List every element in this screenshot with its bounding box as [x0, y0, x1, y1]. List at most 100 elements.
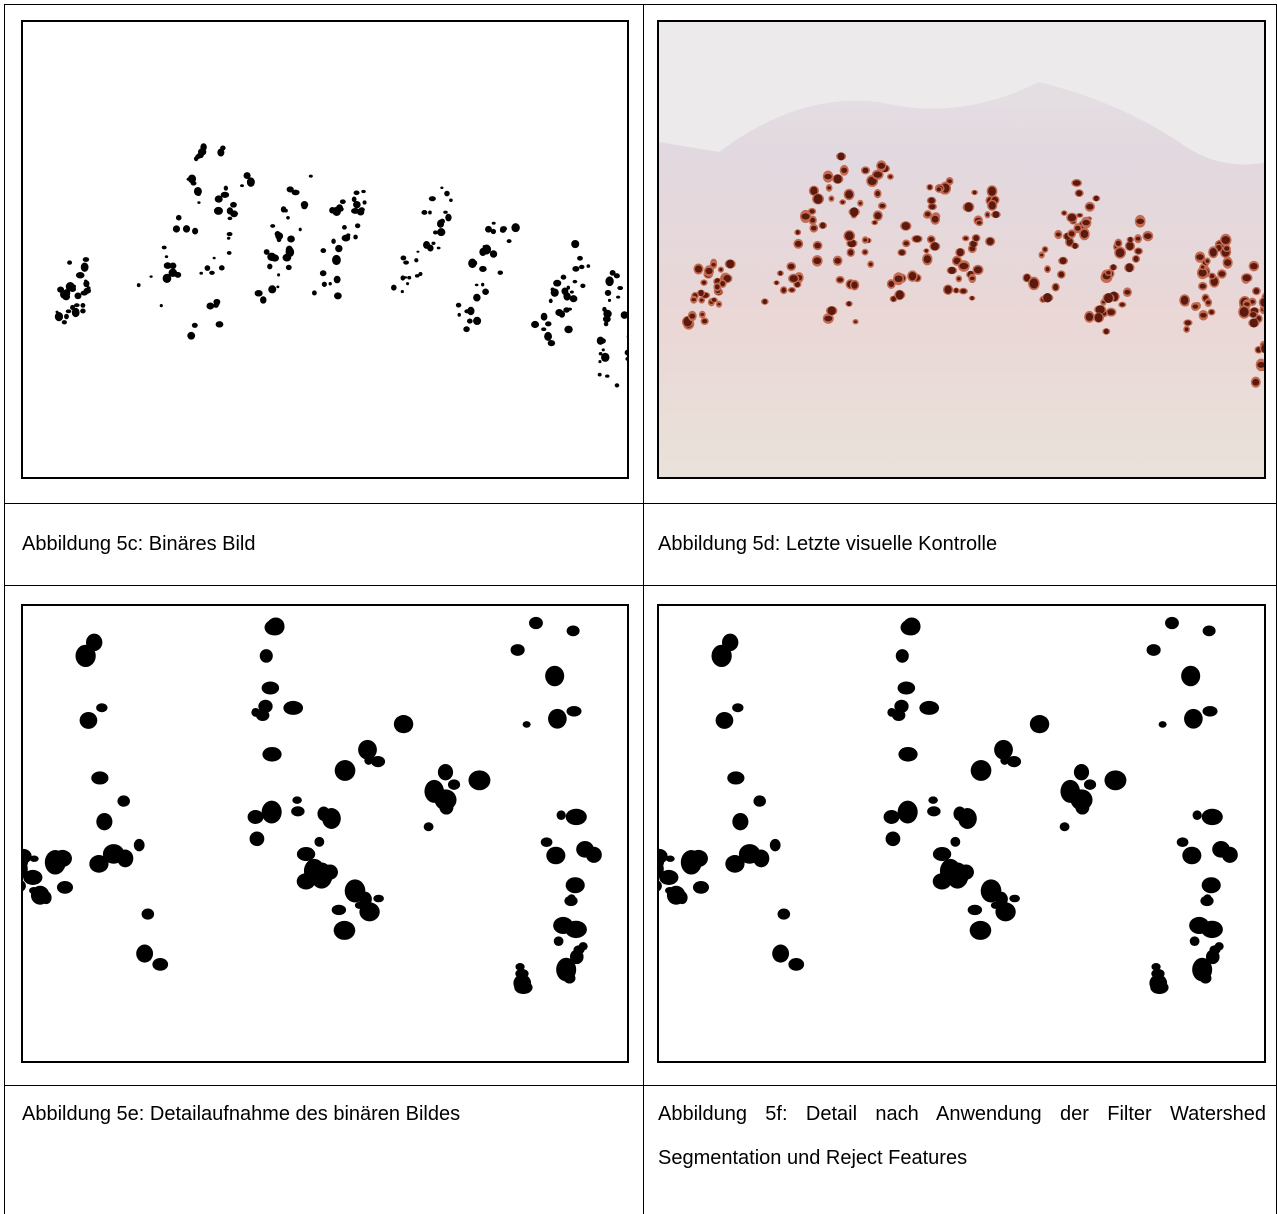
- cell-blob: [490, 228, 497, 235]
- cell-blob: [61, 320, 67, 325]
- binary-detail-image: [21, 604, 629, 1063]
- cell-blob: [565, 808, 587, 826]
- cell-blob: [56, 881, 74, 894]
- cell-blob: [603, 321, 609, 327]
- cell-blob: [1029, 278, 1039, 289]
- cell-blob: [55, 310, 59, 314]
- cell-blob: [373, 894, 384, 903]
- cell-blob: [1135, 248, 1142, 254]
- cell-blob: [513, 227, 518, 231]
- cell-blob: [580, 283, 586, 289]
- cell-blob: [994, 739, 1013, 760]
- cell-blob: [168, 268, 178, 277]
- cell-blob: [1221, 236, 1230, 245]
- cell-blob: [895, 290, 904, 300]
- cell-blob: [416, 250, 420, 253]
- cell-blob: [810, 186, 818, 195]
- cell-blob: [1086, 203, 1094, 210]
- cell-blob: [540, 312, 548, 321]
- cell-blob: [161, 245, 167, 250]
- cell-blob: [353, 200, 361, 209]
- cell-blob: [924, 248, 929, 253]
- cell-blob: [515, 963, 525, 971]
- cell-blob: [596, 336, 605, 345]
- cell-blob: [1067, 213, 1077, 222]
- cell-blob: [193, 156, 199, 162]
- cell-blob: [200, 143, 207, 151]
- cell-blob: [1072, 180, 1081, 186]
- cell-blob: [721, 633, 739, 652]
- cell-blob: [186, 177, 191, 181]
- cell-blob: [500, 226, 508, 232]
- cell-blob: [191, 322, 198, 328]
- cell-blob: [529, 616, 543, 630]
- cell-blob: [665, 886, 675, 895]
- cell-blob: [23, 853, 29, 870]
- cell-blob: [447, 779, 461, 790]
- cell-blob: [351, 207, 360, 214]
- caption: Abbildung 5e: Detailaufnahme des binären…: [22, 1103, 461, 1125]
- cell-blob: [988, 201, 996, 210]
- cell-blob: [1082, 219, 1090, 226]
- cell-blob: [464, 309, 471, 314]
- cell-blob: [84, 279, 88, 282]
- cell-blob: [400, 289, 404, 294]
- cell-blob: [29, 886, 39, 895]
- cell-blob: [1119, 302, 1125, 307]
- cell-blob: [1180, 295, 1189, 305]
- cell-blob: [434, 789, 457, 811]
- cell-blob: [972, 190, 977, 195]
- cell-blob: [1203, 894, 1212, 904]
- cell-blob: [814, 242, 821, 249]
- cell-blob: [199, 271, 204, 275]
- cell-blob: [226, 207, 234, 215]
- cell-blob: [1158, 721, 1167, 728]
- cell-blob: [321, 281, 327, 287]
- cell-blob: [149, 275, 153, 278]
- cell-blob: [711, 298, 717, 302]
- cell-blob: [1201, 808, 1223, 826]
- cell-blob: [1066, 238, 1073, 246]
- cell-blob: [1124, 289, 1131, 295]
- cell-blob: [659, 880, 662, 892]
- cell-blob: [810, 225, 817, 231]
- cell-blob: [601, 352, 610, 362]
- cell-blob: [215, 321, 224, 328]
- cell-blob: [391, 284, 397, 291]
- cell-blob: [891, 296, 896, 302]
- cell-blob: [958, 864, 974, 880]
- cell-blob: [973, 235, 979, 242]
- cell-blob: [80, 303, 86, 308]
- cell-blob: [957, 277, 961, 281]
- cell-blob: [953, 257, 961, 265]
- cell-blob: [287, 235, 295, 243]
- cell-blob: [262, 747, 282, 762]
- cell-blob: [437, 763, 454, 781]
- cell-blob: [844, 231, 854, 241]
- cell-blob: [794, 281, 800, 288]
- cell-blob: [261, 681, 280, 695]
- cell-blob: [291, 189, 300, 196]
- cell-blob: [616, 295, 621, 299]
- cell-blob: [65, 309, 72, 314]
- cell-blob: [1184, 327, 1189, 332]
- cell-blob: [556, 957, 577, 982]
- cell-blob: [577, 255, 583, 261]
- cell-blob: [482, 244, 492, 255]
- cell-blob: [497, 270, 504, 275]
- cell-blob: [60, 290, 68, 299]
- cell-blob: [692, 881, 710, 894]
- cell-blob: [834, 257, 841, 264]
- cell-blob: [1062, 211, 1066, 215]
- cell-blob: [597, 372, 602, 377]
- cell-blob: [1055, 232, 1061, 237]
- cell-blob: [1146, 644, 1161, 656]
- cell-blob: [883, 809, 900, 824]
- cell-blob: [820, 222, 826, 229]
- cell-blob: [1239, 307, 1249, 317]
- cell-blob: [1184, 320, 1192, 326]
- cell-blob: [572, 279, 578, 284]
- cell-blob: [540, 837, 553, 848]
- cell-blob: [466, 318, 473, 324]
- cell-blob: [428, 196, 436, 202]
